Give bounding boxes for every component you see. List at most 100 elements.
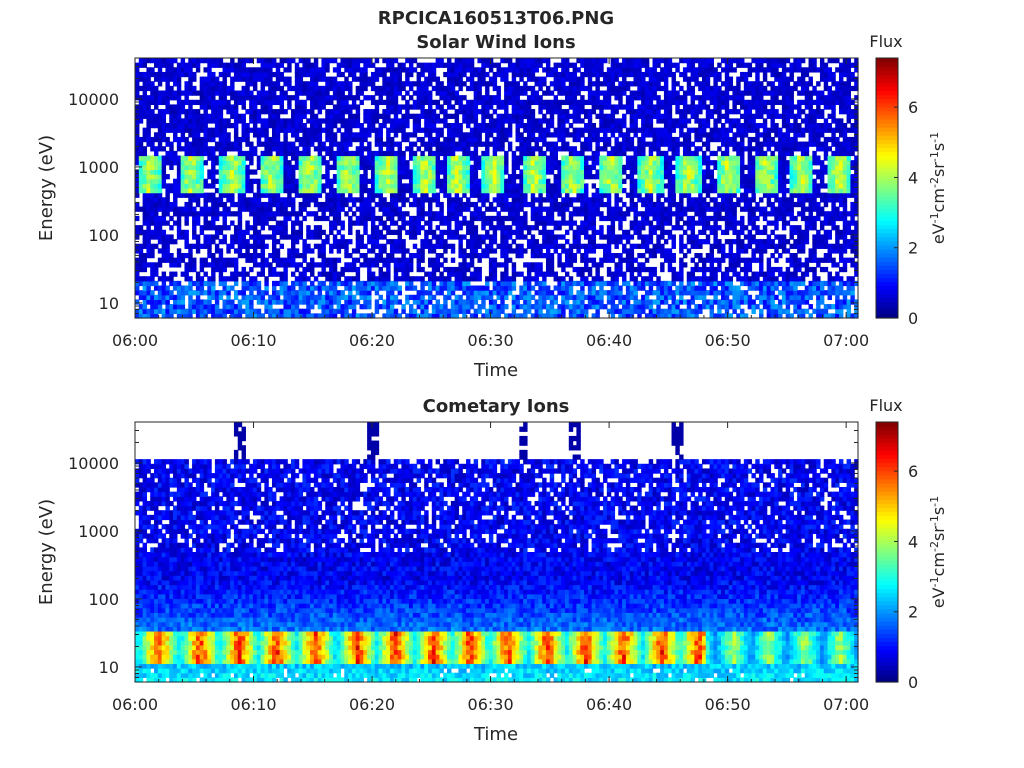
heatmap-cell xyxy=(633,169,637,174)
heatmap-cell xyxy=(809,165,813,170)
heatmap-cell xyxy=(504,253,508,258)
heatmap-cell xyxy=(268,304,272,309)
heatmap-cell xyxy=(143,304,147,309)
heatmap-cell xyxy=(203,193,207,198)
heatmap-cell xyxy=(333,276,337,281)
heatmap-cell xyxy=(261,290,265,295)
heatmap-cell xyxy=(782,160,786,165)
heatmap-cell xyxy=(554,286,558,291)
heatmap-cell xyxy=(774,165,778,170)
heatmap-cell xyxy=(314,169,318,174)
heatmap-cell xyxy=(512,248,516,253)
heatmap-cell xyxy=(432,169,436,174)
heatmap-cell xyxy=(390,202,394,207)
heatmap-cell xyxy=(824,253,828,258)
heatmap-cell xyxy=(436,160,440,165)
heatmap-cell xyxy=(329,202,333,207)
heatmap-cell xyxy=(751,169,755,174)
heatmap-cell xyxy=(831,207,835,212)
heatmap-cell xyxy=(523,276,527,281)
heatmap-cell xyxy=(710,281,714,286)
heatmap-cell xyxy=(531,253,535,258)
heatmap-cell xyxy=(474,295,478,300)
heatmap-cell xyxy=(245,304,249,309)
heatmap-cell xyxy=(321,174,325,179)
heatmap-cell xyxy=(847,221,851,226)
heatmap-cell xyxy=(318,156,322,161)
heatmap-cell xyxy=(283,290,287,295)
heatmap-cell xyxy=(786,188,790,193)
heatmap-cell xyxy=(165,286,169,291)
heatmap-cell xyxy=(550,267,554,272)
heatmap-cell xyxy=(748,262,752,267)
heatmap-cell xyxy=(755,295,759,300)
heatmap-cell xyxy=(165,193,169,198)
heatmap-cell xyxy=(398,160,402,165)
heatmap-cell xyxy=(379,281,383,286)
heatmap-cell xyxy=(371,281,375,286)
heatmap-cell xyxy=(409,156,413,161)
heatmap-cell xyxy=(664,207,668,212)
heatmap-cell xyxy=(424,299,428,304)
heatmap-cell xyxy=(660,234,664,239)
heatmap-cell xyxy=(261,207,265,212)
heatmap-cell xyxy=(401,248,405,253)
heatmap-cell xyxy=(264,234,268,239)
heatmap-cell xyxy=(401,197,405,202)
heatmap-cell xyxy=(211,207,215,212)
heatmap-cell xyxy=(165,174,169,179)
heatmap-cell xyxy=(249,169,253,174)
heatmap-cell xyxy=(485,179,489,184)
heatmap-cell xyxy=(531,286,535,291)
heatmap-cell xyxy=(253,258,257,263)
heatmap-cell xyxy=(516,193,520,198)
heatmap-cell xyxy=(257,211,261,216)
heatmap-cell xyxy=(306,225,310,230)
heatmap-cell xyxy=(721,174,725,179)
heatmap-cell xyxy=(226,179,230,184)
heatmap-cell xyxy=(831,174,835,179)
heatmap-cell xyxy=(687,193,691,198)
heatmap-cell xyxy=(352,295,356,300)
heatmap-cell xyxy=(790,160,794,165)
heatmap-cell xyxy=(280,225,284,230)
heatmap-cell xyxy=(649,207,653,212)
heatmap-cell xyxy=(382,276,386,281)
heatmap-cell xyxy=(504,165,508,170)
heatmap-cell xyxy=(725,295,729,300)
heatmap-cell xyxy=(177,248,181,253)
heatmap-cell xyxy=(299,253,303,258)
heatmap-cell xyxy=(344,211,348,216)
heatmap-cell xyxy=(672,272,676,277)
heatmap-cell xyxy=(839,202,843,207)
heatmap-cell xyxy=(310,183,314,188)
heatmap-cell xyxy=(592,248,596,253)
heatmap-cell xyxy=(797,179,801,184)
heatmap-cell xyxy=(158,286,162,291)
heatmap-cell xyxy=(500,304,504,309)
heatmap-cell xyxy=(329,188,333,193)
heatmap-cell xyxy=(569,262,573,267)
heatmap-cell xyxy=(333,225,337,230)
heatmap-cell xyxy=(310,169,314,174)
heatmap-cell xyxy=(546,183,550,188)
heatmap-cell xyxy=(801,165,805,170)
heatmap-cell xyxy=(337,211,341,216)
heatmap-cell xyxy=(420,207,424,212)
heatmap-cell xyxy=(569,197,573,202)
heatmap-cell xyxy=(481,179,485,184)
heatmap-cell xyxy=(165,299,169,304)
heatmap-cell xyxy=(801,197,805,202)
heatmap-cell xyxy=(843,267,847,272)
heatmap-cell xyxy=(203,281,207,286)
heatmap-cell xyxy=(398,262,402,267)
heatmap-cell xyxy=(455,160,459,165)
heatmap-cell xyxy=(717,179,721,184)
heatmap-cell xyxy=(211,290,215,295)
heatmap-cell xyxy=(177,286,181,291)
heatmap-cell xyxy=(230,197,234,202)
heatmap-cell xyxy=(584,262,588,267)
heatmap-cell xyxy=(150,304,154,309)
heatmap-cell xyxy=(786,295,790,300)
heatmap-cell xyxy=(405,160,409,165)
